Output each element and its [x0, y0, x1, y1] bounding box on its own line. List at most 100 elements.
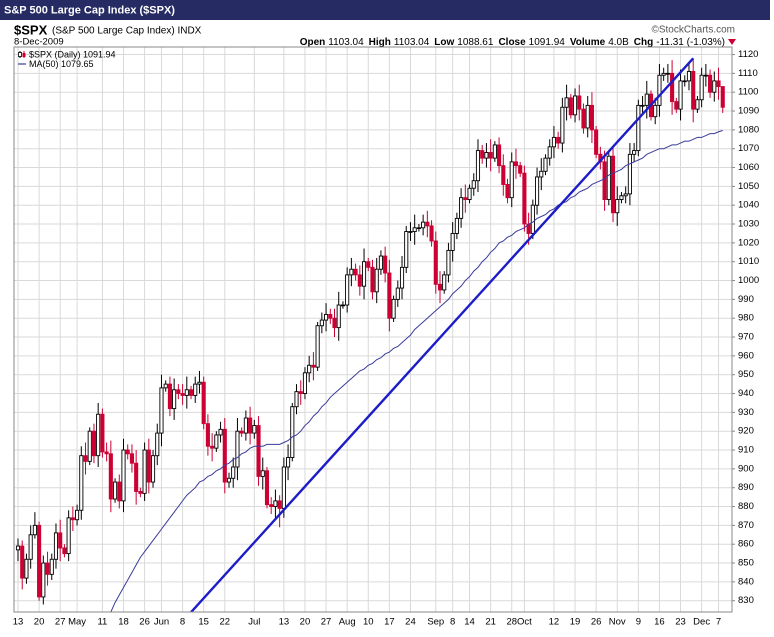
- candle-body: [623, 193, 628, 197]
- candle-body: [708, 74, 713, 93]
- candle-body: [657, 74, 662, 106]
- candle-body: [644, 93, 649, 106]
- candle-body: [459, 197, 464, 219]
- candle-body: [720, 86, 725, 108]
- candle-body: [522, 172, 527, 225]
- x-tick-label: 7: [716, 617, 721, 628]
- x-tick-label: 27: [321, 617, 332, 628]
- y-tick-label: 860: [738, 539, 754, 550]
- y-tick-label: 940: [738, 388, 754, 399]
- candle-body: [108, 453, 113, 500]
- candle-body: [75, 509, 80, 521]
- candle-body: [395, 287, 400, 300]
- candle-body: [577, 95, 582, 110]
- y-tick-label: 1100: [738, 87, 758, 98]
- candle-body: [581, 108, 586, 129]
- candle-body: [159, 387, 164, 434]
- candle-body: [560, 106, 565, 144]
- candle-body: [117, 481, 122, 502]
- y-tick-label: 870: [738, 520, 754, 531]
- x-tick-label: May: [68, 617, 86, 628]
- candle-body: [79, 455, 84, 511]
- quote-value: -11.31 (-1.03%): [656, 37, 725, 48]
- candle-body: [328, 313, 333, 319]
- quote-line: Open 1103.04 High 1103.04 Low 1088.61 Close 109…: [300, 37, 725, 48]
- y-tick-label: 910: [738, 445, 754, 456]
- candle-body: [37, 524, 42, 598]
- candle-body: [619, 195, 624, 201]
- quote-value: 1088.61: [457, 37, 494, 48]
- y-tick-label: 920: [738, 426, 754, 437]
- candle-body: [210, 445, 215, 449]
- candle-body: [463, 197, 468, 201]
- candle-body: [87, 430, 92, 462]
- candle-body: [488, 152, 493, 159]
- x-tick-label: 27: [55, 617, 66, 628]
- candle-body: [307, 364, 312, 374]
- candle-body: [556, 136, 561, 144]
- quote-value: 1103.04: [328, 37, 364, 48]
- candle-body: [404, 231, 409, 268]
- candle-body: [387, 272, 392, 319]
- x-tick-label: Dec: [693, 617, 710, 628]
- x-tick-label: 20: [34, 617, 45, 628]
- candle-body: [218, 428, 223, 436]
- candle-body: [408, 231, 413, 233]
- y-tick-label: 1030: [738, 219, 759, 230]
- candle-body: [163, 383, 168, 389]
- candle-body: [501, 165, 506, 185]
- candle-body: [497, 144, 502, 167]
- candle-body: [686, 71, 692, 82]
- x-tick-label: 26: [139, 617, 150, 628]
- y-tick-label: 1010: [738, 256, 759, 267]
- candle-body: [357, 274, 362, 287]
- x-tick-label: 11: [97, 617, 107, 628]
- x-tick-label: 8: [450, 617, 455, 628]
- x-tick-label: Aug: [339, 617, 356, 628]
- candle-body: [294, 391, 299, 408]
- y-tick-label: 1040: [738, 200, 759, 211]
- candle-body: [239, 430, 244, 434]
- x-tick-label: Jul: [248, 617, 260, 628]
- candle-body: [370, 266, 375, 293]
- candle-body: [324, 313, 329, 321]
- y-tick-label: 1000: [738, 275, 759, 286]
- x-tick-label: 20: [300, 617, 311, 628]
- candle-body: [606, 155, 611, 201]
- candle-body: [442, 274, 447, 291]
- candle-body: [416, 227, 421, 230]
- candle-body: [691, 71, 696, 110]
- candle-body: [205, 423, 210, 447]
- candle-body: [425, 221, 430, 227]
- plot-frame: [13, 46, 733, 613]
- candle-body: [421, 221, 426, 229]
- candle-body: [627, 153, 632, 195]
- candle-body: [518, 165, 523, 174]
- candle-body: [243, 417, 248, 434]
- x-tick-label: 22: [219, 617, 230, 628]
- x-tick-label: 12: [549, 617, 560, 628]
- candle-body: [703, 74, 708, 77]
- candle-body: [24, 558, 29, 579]
- date: 8-Dec-2009: [14, 37, 64, 48]
- candle-body: [640, 104, 645, 107]
- candle-body: [134, 462, 139, 492]
- candle-body: [83, 455, 88, 462]
- candle-body: [530, 204, 535, 234]
- candle-body: [100, 413, 105, 453]
- candle-body: [281, 466, 286, 509]
- x-tick-label: Oct: [517, 617, 532, 628]
- y-tick-label: 900: [738, 463, 754, 474]
- candle-body: [374, 268, 379, 293]
- candle-body: [670, 72, 675, 103]
- candle-body: [252, 425, 257, 434]
- y-tick-label: 1060: [738, 162, 759, 173]
- candle-body: [62, 547, 67, 555]
- y-tick-label: 970: [738, 332, 754, 343]
- chart-title: S&P 500 Large Cap Index ($SPX): [4, 4, 175, 16]
- y-tick-label: 890: [738, 482, 754, 493]
- candle-body: [28, 534, 33, 560]
- candle-body: [535, 176, 540, 206]
- x-tick-label: Nov: [609, 617, 626, 628]
